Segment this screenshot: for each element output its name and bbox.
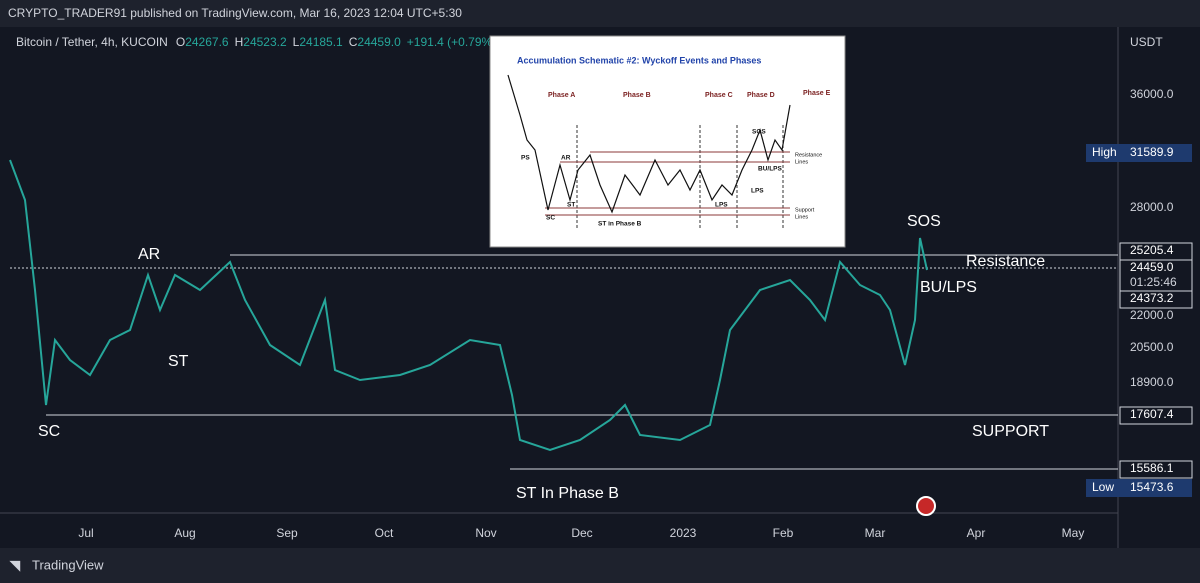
price-trace xyxy=(9,159,928,452)
inset-label: SOS xyxy=(752,129,766,136)
price-label: 28000.0 xyxy=(1130,200,1174,214)
ohlc-label: L xyxy=(293,35,300,49)
inset-note: Resistance xyxy=(795,152,822,158)
tag-box xyxy=(1086,479,1192,497)
inset-label: AR xyxy=(561,155,571,162)
inset-note: Lines xyxy=(795,159,808,165)
tag-value: 15586.1 xyxy=(1130,461,1174,475)
date-label: Oct xyxy=(375,526,394,540)
tag-box xyxy=(1086,144,1126,162)
inset-label: LPS xyxy=(751,188,764,195)
ohlc-change: +191.4 (+0.79%) xyxy=(407,35,496,49)
ohlc-value: 24523.2 xyxy=(243,35,287,49)
date-label: Nov xyxy=(475,526,496,540)
ohlc-value: 24459.0 xyxy=(357,35,401,49)
annotation: SOS xyxy=(907,213,941,230)
tag-box xyxy=(1119,290,1193,309)
tag-box xyxy=(1119,460,1193,479)
tag-box xyxy=(1119,406,1193,425)
date-label: May xyxy=(1062,526,1085,540)
tag-value: 01:25:46 xyxy=(1130,275,1177,289)
tag-value: 24459.0 xyxy=(1130,260,1174,274)
phase-label: Phase C xyxy=(705,92,733,99)
annotation: AR xyxy=(138,246,160,263)
ohlc-label: H xyxy=(235,35,244,49)
publisher: CRYPTO_TRADER91 published on TradingView… xyxy=(8,6,462,20)
date-label: Mar xyxy=(865,526,886,540)
price-label: 22000.0 xyxy=(1130,308,1174,322)
annotation: BU/LPS xyxy=(920,279,977,296)
annotation: ST xyxy=(168,353,189,370)
symbol-name: Bitcoin / Tether, 4h, KUCOIN xyxy=(16,35,168,49)
inset-note: Lines xyxy=(795,214,808,220)
date-label: Jul xyxy=(78,526,93,540)
tag-box xyxy=(1120,144,1192,162)
tag-value: 17607.4 xyxy=(1130,407,1174,421)
tag-label: Low xyxy=(1092,480,1114,494)
date-label: Sep xyxy=(276,526,298,540)
phase-label: Phase B xyxy=(623,92,651,99)
phase-label: Phase A xyxy=(548,92,575,99)
inset-label: PS xyxy=(521,155,530,162)
annotation: SUPPORT xyxy=(972,423,1049,440)
inset-label: BU/LPS xyxy=(758,166,783,173)
ohlc-value: 24267.6 xyxy=(185,35,229,49)
symbol: Bitcoin / Tether, 4h, KUCOIN O24267.6 H245… xyxy=(16,35,496,49)
price-label: 20500.0 xyxy=(1130,340,1174,354)
tag-value: 31589.9 xyxy=(1130,145,1174,159)
inset-note: Support xyxy=(795,207,815,213)
date-label: Apr xyxy=(967,526,986,540)
date-label: 2023 xyxy=(670,526,697,540)
date-label: Feb xyxy=(773,526,794,540)
annotation: SC xyxy=(38,423,60,440)
phase-label: Phase D xyxy=(747,92,775,99)
annotation: Resistance xyxy=(966,253,1045,270)
inset-label: SC xyxy=(546,215,555,222)
price-label: 36000.0 xyxy=(1130,87,1174,101)
date-label: Dec xyxy=(571,526,592,540)
ohlc-label: C xyxy=(349,35,358,49)
inset-title: Accumulation Schematic #2: Wyckoff Event… xyxy=(517,55,761,65)
inset-image xyxy=(489,35,846,248)
tag-value: 25205.4 xyxy=(1130,243,1174,257)
event-icon[interactable] xyxy=(916,496,936,516)
tag-box xyxy=(1119,259,1193,292)
brand[interactable]: TradingView xyxy=(32,557,104,572)
tag-value: 15473.6 xyxy=(1130,480,1174,494)
ohlc-value: 24185.1 xyxy=(299,35,343,49)
price-label: 18900.0 xyxy=(1130,375,1174,389)
date-label: Aug xyxy=(174,526,195,540)
inset-label: LPS xyxy=(715,202,728,209)
inset-label: ST in Phase B xyxy=(598,221,642,228)
tag-value: 24373.2 xyxy=(1130,291,1174,305)
phase-label: Phase E xyxy=(803,90,831,97)
annotation: ST In Phase B xyxy=(516,485,619,502)
inset-label: ST xyxy=(567,202,575,209)
currency: USDT xyxy=(1130,35,1163,49)
brand-logo: ◥ xyxy=(9,557,21,572)
inset-schematic xyxy=(507,74,791,214)
tag-label: High xyxy=(1092,145,1117,159)
ohlc-label: O xyxy=(176,35,185,49)
